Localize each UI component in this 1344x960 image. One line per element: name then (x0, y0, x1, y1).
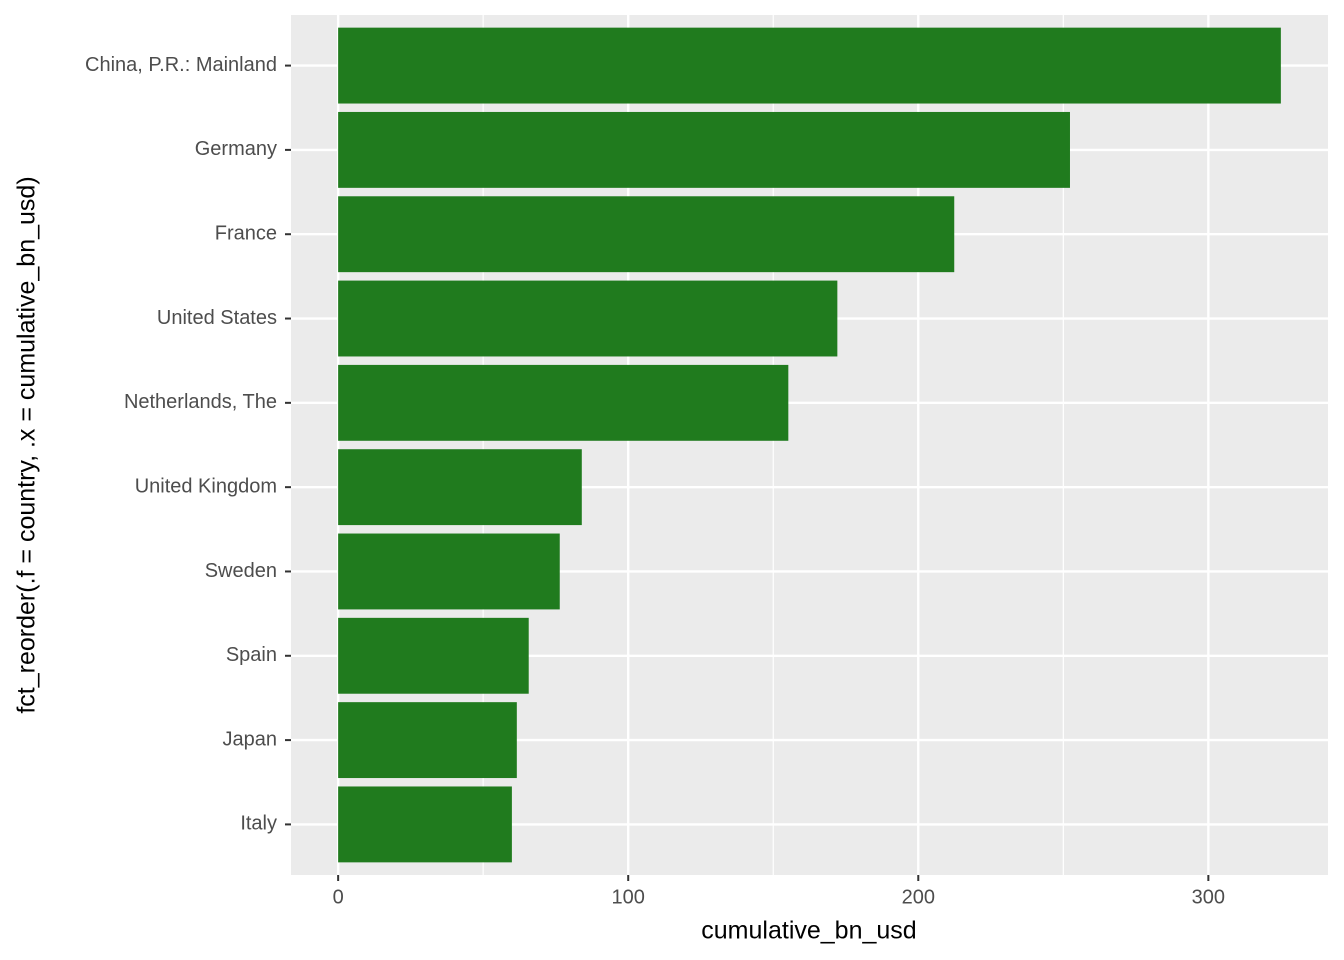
y-tick-label: Germany (195, 138, 277, 160)
y-axis-title: fct_reorder(.f = country, .x = cumulativ… (13, 176, 41, 713)
bar (338, 449, 582, 526)
bar (338, 196, 955, 273)
x-tick-label: 0 (333, 886, 344, 908)
x-tick-label: 200 (902, 886, 935, 908)
bar (338, 533, 560, 610)
bar (338, 27, 1281, 104)
y-tick-label: Japan (223, 728, 278, 750)
y-tick-label: China, P.R.: Mainland (85, 54, 277, 76)
bar (338, 617, 529, 694)
x-axis-title: cumulative_bn_usd (701, 917, 916, 945)
bars (338, 27, 1281, 863)
bar (338, 280, 838, 357)
y-tick-label: United States (157, 307, 277, 329)
y-tick-label: United Kingdom (135, 475, 277, 497)
y-tick-label: France (215, 222, 277, 244)
bar (338, 702, 517, 779)
y-tick-label: Sweden (205, 560, 277, 582)
y-tick-label: Netherlands, The (124, 391, 277, 413)
x-tick-label: 100 (612, 886, 645, 908)
bar (338, 364, 789, 441)
bar (338, 111, 1070, 188)
y-tick-label: Italy (240, 813, 277, 835)
y-tick-label: Spain (226, 644, 277, 666)
bar (338, 786, 512, 863)
x-tick-label: 300 (1192, 886, 1225, 908)
